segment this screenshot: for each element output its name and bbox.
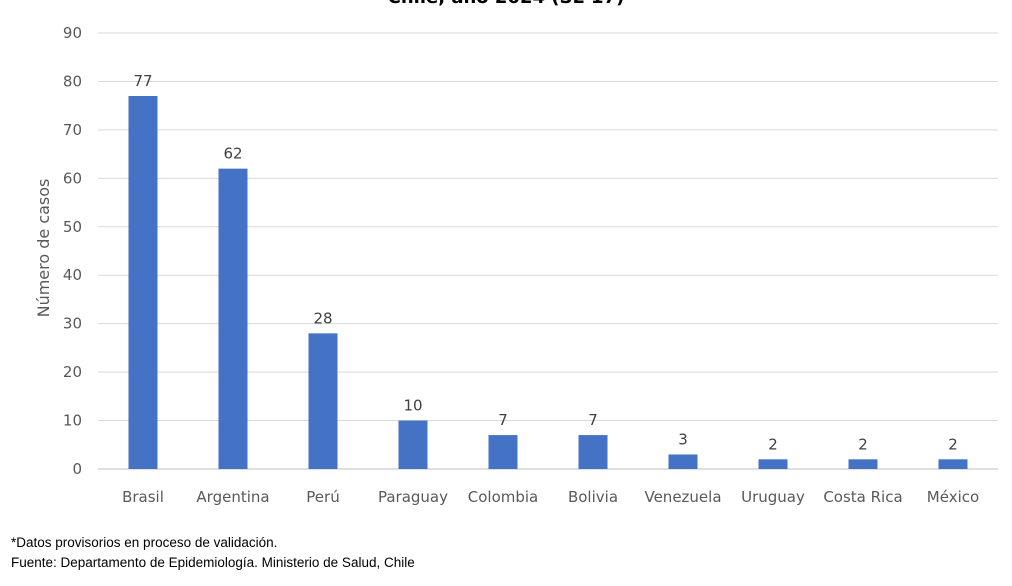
bar (398, 420, 428, 469)
x-tick-label: Brasil (122, 488, 164, 506)
data-label: 2 (768, 435, 778, 453)
x-tick-label: Colombia (468, 488, 539, 506)
bar (308, 333, 338, 469)
data-label: 10 (403, 397, 422, 415)
bar (578, 435, 608, 469)
y-axis-label: Número de casos (34, 179, 53, 318)
x-tick-label: Paraguay (378, 488, 448, 506)
y-tick-label: 60 (63, 169, 82, 187)
x-tick-label: Venezuela (644, 488, 721, 506)
footnote-source: Fuente: Departamento de Epidemiología. M… (11, 555, 415, 570)
x-tick-labels: Brasil Argentina Perú Paraguay Colombia Boliv… (122, 488, 979, 506)
y-tick-label: 0 (72, 460, 82, 478)
y-tick-label: 40 (63, 266, 82, 284)
y-tick-label: 20 (63, 363, 82, 381)
y-tick-label: 70 (63, 121, 82, 139)
data-label: 3 (678, 430, 688, 448)
x-tick-label: Uruguay (741, 488, 805, 506)
data-label: 2 (948, 435, 958, 453)
gridlines (98, 32, 998, 470)
x-tick-label: Perú (306, 488, 339, 506)
y-tick-label: 80 (63, 72, 82, 90)
bar (128, 95, 158, 469)
y-tick-labels: 0 10 20 30 40 50 60 70 80 90 (63, 24, 82, 478)
x-tick-label: Bolivia (568, 488, 618, 506)
data-label: 28 (313, 309, 332, 327)
bars (128, 95, 968, 469)
bar (488, 435, 518, 469)
bar (848, 459, 878, 469)
y-tick-label: 10 (63, 412, 82, 430)
chart-title: Chile, año 2024 (SE 17) (0, 0, 1012, 8)
x-tick-label: Costa Rica (823, 488, 902, 506)
data-label: 62 (223, 145, 242, 163)
y-tick-label: 90 (63, 24, 82, 42)
bar (938, 459, 968, 469)
data-label: 7 (498, 411, 508, 429)
y-tick-label: 50 (63, 218, 82, 236)
data-label: 2 (858, 435, 868, 453)
footnote-provisional: *Datos provisorios en proceso de validac… (11, 535, 278, 550)
bar (218, 168, 248, 469)
bar (758, 459, 788, 469)
y-tick-label: 30 (63, 315, 82, 333)
bar (668, 454, 698, 469)
x-tick-label: México (927, 488, 979, 506)
data-label: 7 (588, 411, 598, 429)
x-tick-label: Argentina (196, 488, 269, 506)
data-label: 77 (133, 72, 152, 90)
